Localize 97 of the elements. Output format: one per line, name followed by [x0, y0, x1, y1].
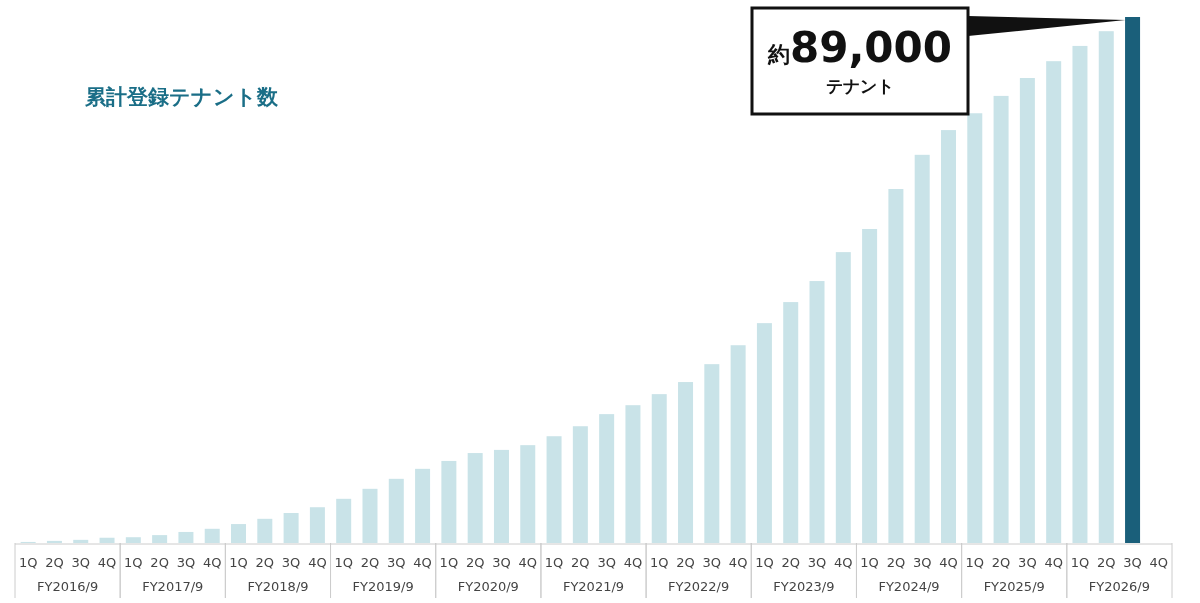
x-tick-label: 3Q — [807, 555, 827, 570]
bar — [993, 95, 1009, 543]
bar — [362, 488, 378, 543]
bar — [204, 528, 220, 543]
x-tick-label: 1Q — [334, 555, 353, 570]
bar — [862, 228, 878, 543]
text: FY2016/9 — [37, 579, 99, 594]
bar — [1125, 17, 1141, 543]
bar — [257, 518, 273, 543]
x-tick-label: 1Q — [860, 555, 879, 570]
x-tick-label: 1Q — [544, 555, 564, 570]
bar — [467, 453, 483, 543]
x-tick-label: 1Q — [229, 555, 248, 570]
text: FY2022/9 — [668, 579, 730, 594]
bar — [99, 537, 115, 543]
x-tick-label: 4Q — [834, 555, 853, 570]
x-tick-label: 2Q — [781, 555, 800, 570]
x-tick-label: 4Q — [308, 555, 327, 570]
text: FY2021/9 — [562, 579, 625, 594]
bar — [1098, 31, 1114, 543]
x-tick-label: 1Q — [124, 555, 143, 570]
text: FY2017/9 — [142, 579, 204, 594]
x-tick-label: 2Q — [1097, 555, 1116, 570]
text: FY2025/9 — [983, 579, 1045, 594]
x-tick-label: 4Q — [1044, 555, 1063, 570]
text: FY2018/9 — [247, 579, 309, 594]
x-tick-label: 2Q — [360, 555, 380, 570]
bar — [599, 414, 615, 543]
x-tick-label: 1Q — [755, 555, 774, 570]
bar — [730, 345, 746, 543]
bar — [704, 364, 720, 543]
x-tick-label: 3Q — [1018, 555, 1037, 570]
x-tick-label: 3Q — [387, 555, 406, 570]
x-tick-label: 2Q — [150, 555, 169, 570]
x-tick-label: 4Q — [413, 555, 432, 570]
x-tick-label: 1Q — [18, 555, 38, 570]
text: FY2019/9 — [352, 579, 414, 594]
bar — [336, 498, 352, 543]
x-tick-label: 2Q — [571, 555, 590, 570]
bar — [783, 302, 799, 543]
bar — [231, 524, 247, 543]
text: FY2024/9 — [878, 579, 940, 594]
x-tick-label: 3Q — [492, 555, 511, 570]
bar — [520, 445, 536, 543]
bar — [756, 323, 772, 543]
x-tick-label: 3Q — [597, 555, 616, 570]
x-tick-label: 1Q — [1070, 555, 1090, 570]
x-tick-label: 3Q — [1123, 555, 1142, 570]
bar — [309, 507, 325, 543]
x-tick-label: 4Q — [1149, 555, 1169, 570]
bar — [125, 537, 141, 543]
bar — [888, 189, 904, 543]
x-tick-label: 4Q — [728, 555, 748, 570]
bar — [178, 531, 194, 543]
x-tick-label: 2Q — [676, 555, 695, 570]
x-tick-label: 3Q — [176, 555, 196, 570]
bar — [835, 252, 851, 543]
text: 累計登録テナント数 — [84, 85, 279, 109]
x-tick-label: 4Q — [97, 555, 117, 570]
x-tick-label: 2Q — [465, 555, 485, 570]
x-tick-label: 1Q — [649, 555, 669, 570]
x-tick-label: 4Q — [939, 555, 958, 570]
x-tick-label: 1Q — [965, 555, 985, 570]
text: FY2023/9 — [773, 579, 835, 594]
x-tick-label: 3Q — [912, 555, 932, 570]
bar — [625, 405, 641, 543]
x-tick-label: 3Q — [71, 555, 90, 570]
bar — [493, 449, 509, 543]
bar — [546, 436, 562, 543]
bar — [1046, 61, 1062, 543]
x-tick-label: 3Q — [281, 555, 301, 570]
bar — [388, 478, 404, 543]
bar — [1072, 45, 1088, 543]
bar — [415, 468, 431, 543]
bar — [1019, 78, 1035, 543]
bar — [914, 154, 930, 543]
bar — [441, 460, 457, 543]
x-tick-label: 2Q — [886, 555, 906, 570]
bar — [651, 394, 667, 543]
x-tick-label: 2Q — [45, 555, 64, 570]
x-tick-label: 4Q — [518, 555, 538, 570]
text: FY2026/9 — [1088, 579, 1150, 594]
annotation: 約89,000 テナント — [766, 23, 953, 96]
bar — [809, 281, 825, 543]
bar — [283, 513, 299, 543]
bar — [940, 130, 956, 543]
bar — [678, 382, 694, 543]
bar — [572, 426, 588, 543]
text: FY2020/9 — [457, 579, 519, 594]
x-tick-label: 1Q — [439, 555, 459, 570]
x-tick-label: 4Q — [623, 555, 643, 570]
x-tick-label: 3Q — [702, 555, 722, 570]
bar — [152, 535, 168, 543]
x-tick-label: 2Q — [255, 555, 275, 570]
x-tick-label: 4Q — [202, 555, 222, 570]
bar — [967, 113, 983, 543]
x-tick-label: 2Q — [991, 555, 1011, 570]
